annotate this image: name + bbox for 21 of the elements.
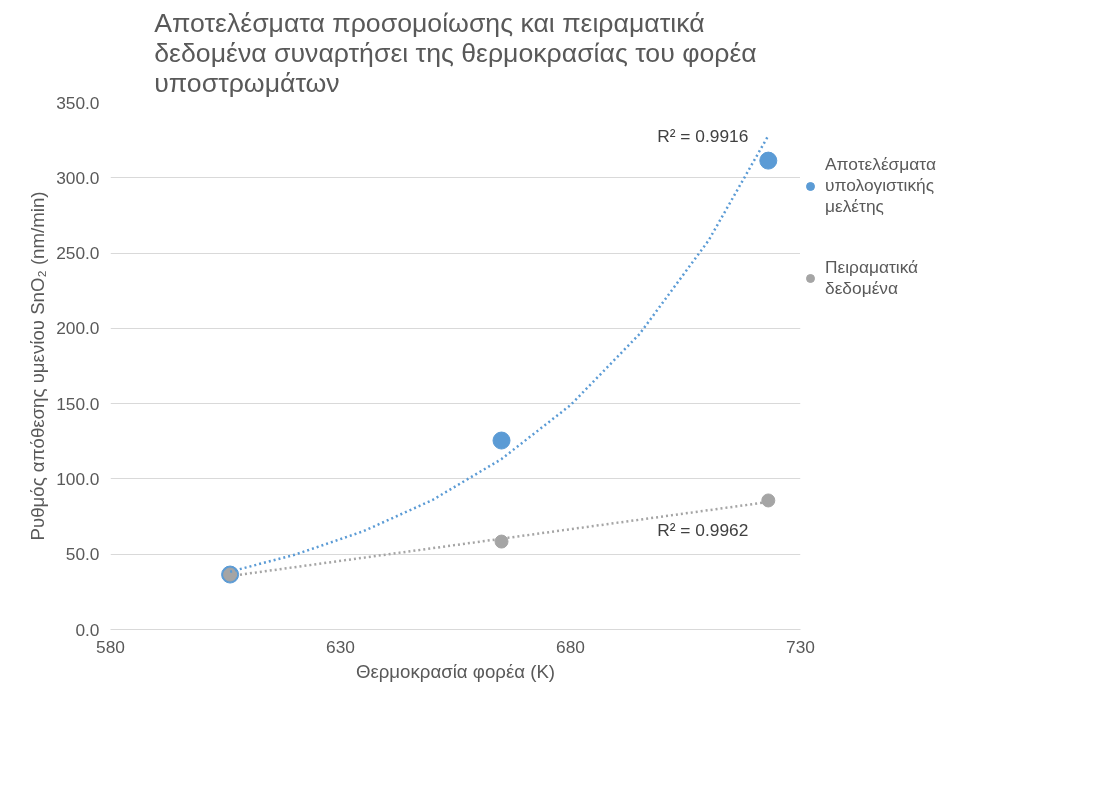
point (494, 534, 509, 549)
point (759, 151, 778, 170)
y-tick-label: 250.0 (56, 243, 100, 264)
chart-title: Αποτελέσματα προσομοίωσης και πειραματικά δεδομένα συναρτήσει της θερμοκρασίας του φορέα υποστρωμάτων (154, 7, 757, 98)
x-tick-label: 730 (786, 636, 815, 657)
y-tick-label: 100.0 (56, 468, 100, 489)
point (492, 431, 511, 450)
legend-label: Αποτελέσματα υπολογιστικής μελέτης (825, 154, 936, 217)
y-tick-label: 50.0 (65, 544, 100, 565)
y-tick-label: 150.0 (56, 393, 100, 414)
point (761, 493, 776, 508)
annotation: R² = 0.9916 (657, 125, 749, 146)
x-tick-label: 630 (326, 636, 355, 657)
x-axis-title: Θερμοκρασία φορέα (K) (355, 660, 556, 682)
legend-label: Πειραματικά δεδομένα (825, 257, 919, 299)
y-axis-title: Ρυθμός απόθεσης υμενίου SnO₂ (nm/min) (27, 191, 49, 541)
y-tick-label: 200.0 (56, 318, 100, 339)
annotation: R² = 0.9962 (657, 519, 749, 540)
x-tick-label: 680 (556, 636, 585, 657)
y-tick-label: 300.0 (56, 167, 100, 188)
y-tick-label: 350.0 (56, 92, 100, 113)
